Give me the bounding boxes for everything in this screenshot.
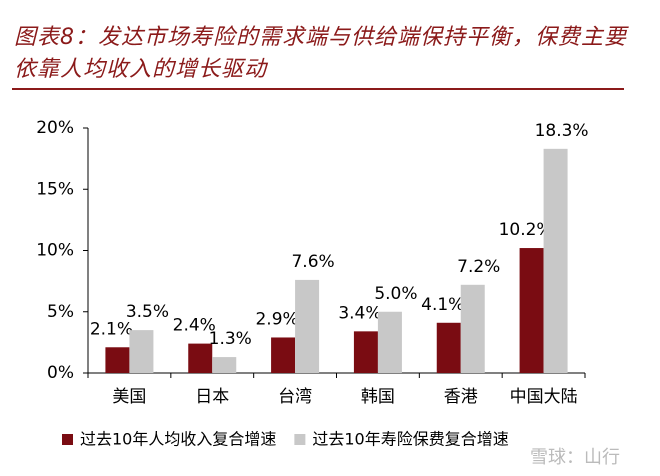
value-label: 3.5% (126, 302, 169, 322)
value-label: 18.3% (535, 121, 589, 141)
y-tick-label: 20% (36, 118, 74, 138)
y-tick-label: 15% (36, 179, 74, 199)
bar (436, 322, 461, 373)
value-label: 2.1% (90, 319, 133, 339)
watermark: 雪球：山行 (530, 447, 620, 468)
x-tick-label: 台湾 (278, 387, 312, 407)
x-tick-label: 中国大陆 (510, 387, 578, 407)
bar (212, 357, 237, 373)
x-tick-label: 香港 (444, 387, 478, 407)
x-tick-label: 日本 (195, 387, 229, 407)
title-rule (12, 88, 624, 90)
x-tick-label: 美国 (112, 387, 146, 407)
y-tick-label: 10% (36, 241, 74, 261)
bar (519, 248, 544, 373)
bar (271, 337, 296, 373)
bar (129, 330, 154, 373)
chart-title: 图表8：发达市场寿险的需求端与供给端保持平衡，保费主要依靠人均收入的增长驱动 (14, 25, 627, 82)
bar (188, 343, 213, 373)
value-label: 4.1% (421, 295, 464, 315)
y-tick-label: 5% (47, 302, 74, 322)
bar (353, 331, 378, 373)
bar (460, 284, 485, 373)
bar (295, 279, 320, 373)
value-label: 10.2% (499, 220, 553, 240)
bar (377, 311, 402, 373)
value-label: 2.9% (255, 309, 298, 329)
legend-label: 过去10年寿险保费复合增速 (312, 430, 508, 449)
value-label: 7.6% (291, 252, 334, 272)
bar (543, 148, 568, 373)
value-label: 7.2% (457, 257, 500, 277)
legend-swatch (62, 434, 73, 445)
legend-swatch (294, 434, 306, 445)
legend-label: 过去10年人均收入复合增速 (80, 430, 276, 449)
x-tick-label: 韩国 (361, 387, 395, 407)
value-label: 5.0% (374, 284, 417, 304)
value-label: 3.4% (338, 303, 381, 323)
bar (105, 347, 130, 373)
value-label: 1.3% (209, 329, 252, 349)
y-tick-label: 0% (47, 363, 74, 383)
value-label: 2.4% (173, 316, 216, 336)
